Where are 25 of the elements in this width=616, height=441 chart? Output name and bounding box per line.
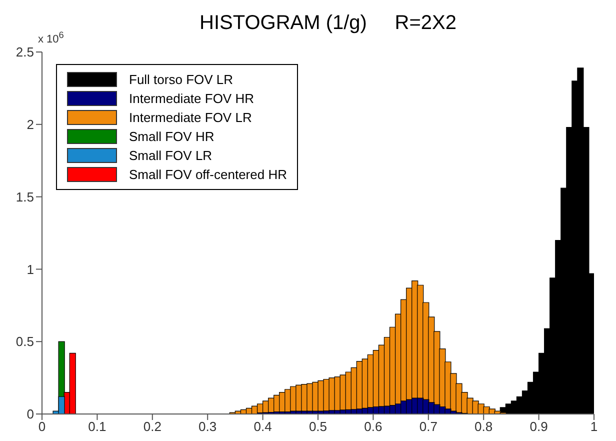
x-tick-label: 0.8 — [474, 419, 493, 434]
y-tick-label: 1 — [26, 262, 34, 277]
y-tick-label: 1.5 — [16, 189, 34, 204]
x-tick-label: 0 — [38, 419, 46, 434]
x-tick-label: 0.9 — [530, 419, 548, 434]
x-tick-label: 1 — [590, 419, 598, 434]
legend-label: Intermediate FOV HR — [129, 91, 254, 106]
x-tick-label: 0.3 — [198, 419, 217, 434]
legend-label: Intermediate FOV LR — [129, 110, 252, 125]
legend-label: Small FOV LR — [129, 148, 212, 163]
legend-label: Small FOV off-centered HR — [129, 167, 287, 182]
legend-label: Full torso FOV LR — [129, 72, 234, 87]
x-tick-label: 0.1 — [88, 419, 106, 434]
x-tick-label: 0.6 — [364, 419, 382, 434]
x-tick-label: 0.5 — [308, 419, 328, 434]
text: x 10$^{6}$ — [38, 30, 64, 46]
x-tick-label: 0.4 — [254, 419, 272, 434]
x-tick-label: 0.2 — [143, 419, 162, 434]
y-tick-label: 0 — [26, 406, 34, 422]
y-tick-label: 2 — [26, 117, 34, 132]
x-tick-label: 0.7 — [419, 419, 438, 434]
legend-label: Small FOV HR — [129, 129, 214, 144]
y-tick-label: 2.5 — [16, 44, 34, 60]
chart-title: HISTOGRAM (1/g) R=2X2 — [200, 12, 456, 34]
y-tick-label: 0.5 — [16, 334, 34, 350]
